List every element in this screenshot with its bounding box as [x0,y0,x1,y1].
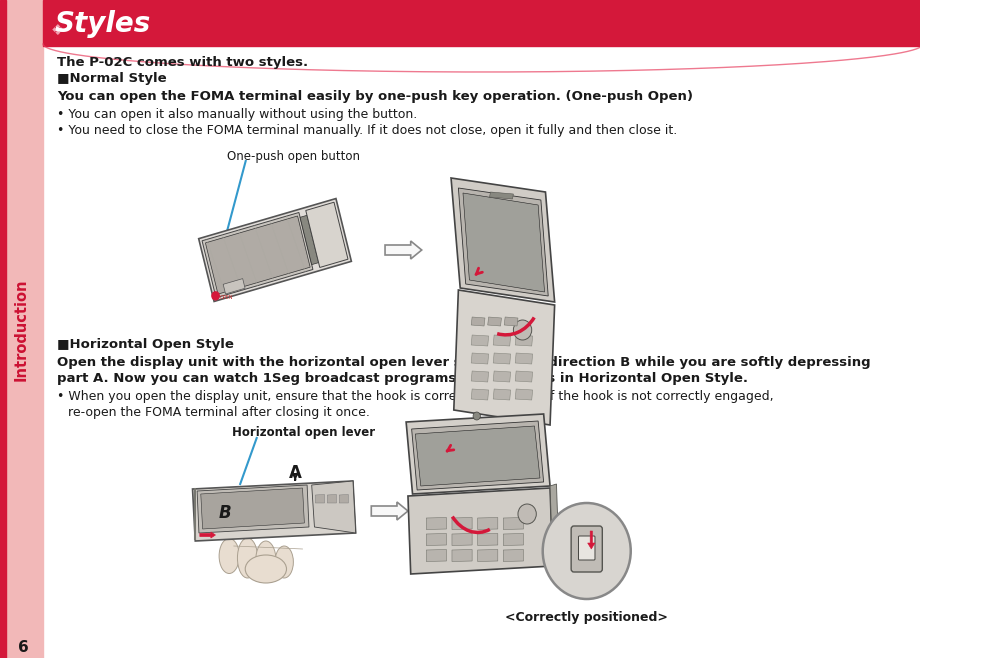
Circle shape [543,503,630,599]
Text: re-open the FOMA terminal after closing it once.: re-open the FOMA terminal after closing … [68,406,369,419]
Polygon shape [470,317,484,326]
Polygon shape [197,485,309,533]
Polygon shape [477,549,497,561]
Text: ■Normal Style: ■Normal Style [57,72,166,85]
Polygon shape [315,495,324,503]
Polygon shape [492,335,511,346]
Polygon shape [477,534,497,545]
Polygon shape [451,534,471,545]
Circle shape [518,504,536,524]
Circle shape [212,292,219,300]
Polygon shape [426,517,446,530]
Polygon shape [451,517,471,530]
Polygon shape [550,484,559,566]
Text: You can open the FOMA terminal easily by one-push key operation. (One-push Open): You can open the FOMA terminal easily by… [57,90,692,103]
Text: part A. Now you can watch 1Seg broadcast programs or messages in Horizontal Open: part A. Now you can watch 1Seg broadcast… [57,372,747,385]
Text: • You can open it also manually without using the button.: • You can open it also manually without … [57,108,416,121]
Polygon shape [515,371,533,382]
Text: Open the display unit with the horizontal open lever slid into the direction B w: Open the display unit with the horizonta… [57,356,870,369]
Polygon shape [311,481,355,533]
Bar [43,0,920,46]
Polygon shape [470,353,488,364]
Circle shape [513,320,532,340]
Ellipse shape [237,538,258,578]
Polygon shape [453,290,554,425]
FancyArrow shape [385,241,421,259]
Polygon shape [426,549,446,561]
Text: Horizontal open lever: Horizontal open lever [232,426,375,439]
Polygon shape [492,389,511,400]
FancyBboxPatch shape [578,536,595,560]
Polygon shape [504,317,518,326]
Bar [0,0,43,658]
Polygon shape [503,534,523,545]
Polygon shape [411,421,543,490]
Polygon shape [503,549,523,561]
Polygon shape [477,517,497,530]
Polygon shape [487,317,500,326]
Polygon shape [470,335,488,346]
Ellipse shape [256,541,276,579]
Polygon shape [201,488,304,529]
Polygon shape [450,178,554,302]
Polygon shape [327,495,336,503]
Polygon shape [492,353,511,364]
Text: OPEN: OPEN [220,295,233,300]
FancyArrow shape [587,531,595,549]
Polygon shape [451,549,471,561]
Polygon shape [489,192,513,199]
Polygon shape [515,389,533,400]
Text: The P-02C comes with two styles.: The P-02C comes with two styles. [57,56,308,69]
Polygon shape [406,414,550,494]
Text: Introduction: Introduction [14,279,28,381]
Polygon shape [458,188,548,296]
FancyArrow shape [200,532,216,538]
FancyArrow shape [371,502,407,520]
Polygon shape [415,426,540,486]
Ellipse shape [219,538,239,574]
Polygon shape [223,278,245,294]
Polygon shape [339,495,348,503]
Polygon shape [470,371,488,382]
Polygon shape [300,215,318,265]
Polygon shape [306,202,348,267]
Text: • When you open the display unit, ensure that the hook is correctly engaged. If : • When you open the display unit, ensure… [57,390,772,403]
Polygon shape [492,371,511,382]
Ellipse shape [275,546,293,578]
Polygon shape [515,353,533,364]
Text: Styles: Styles [54,10,150,38]
Text: B: B [218,504,231,522]
Polygon shape [515,335,533,346]
Text: <Correctly positioned>: <Correctly positioned> [505,611,668,624]
Ellipse shape [245,555,286,583]
Text: 6: 6 [17,640,28,655]
Polygon shape [202,213,313,298]
Polygon shape [426,534,446,545]
Polygon shape [462,193,544,292]
Circle shape [472,412,479,420]
Text: • You need to close the FOMA terminal manually. If it does not close, open it fu: • You need to close the FOMA terminal ma… [57,124,676,137]
Text: ❖: ❖ [50,23,64,38]
Polygon shape [470,389,488,400]
Polygon shape [206,216,310,294]
Polygon shape [199,199,351,301]
Text: A: A [289,464,301,482]
Polygon shape [503,517,523,530]
Bar [0,0,6,658]
Polygon shape [407,488,553,574]
Text: One-push open button: One-push open button [227,150,360,163]
FancyBboxPatch shape [571,526,602,572]
Text: ■Horizontal Open Style: ■Horizontal Open Style [57,338,234,351]
Polygon shape [193,481,355,541]
